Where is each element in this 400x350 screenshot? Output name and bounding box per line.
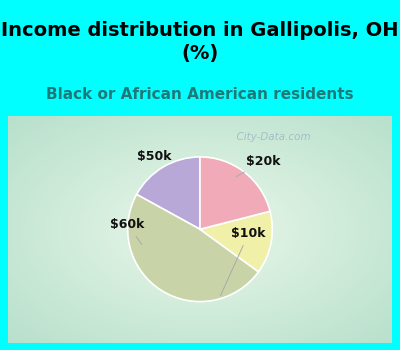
Wedge shape [200, 211, 272, 272]
Wedge shape [137, 157, 200, 229]
Text: $50k: $50k [137, 150, 175, 166]
Text: City-Data.com: City-Data.com [230, 132, 311, 142]
Text: Black or African American residents: Black or African American residents [46, 87, 354, 101]
Wedge shape [128, 194, 258, 302]
Wedge shape [200, 157, 270, 229]
Text: $10k: $10k [220, 227, 266, 295]
Text: $20k: $20k [236, 155, 281, 177]
Text: $60k: $60k [110, 218, 145, 245]
Text: Income distribution in Gallipolis, OH
(%): Income distribution in Gallipolis, OH (%… [1, 21, 399, 63]
